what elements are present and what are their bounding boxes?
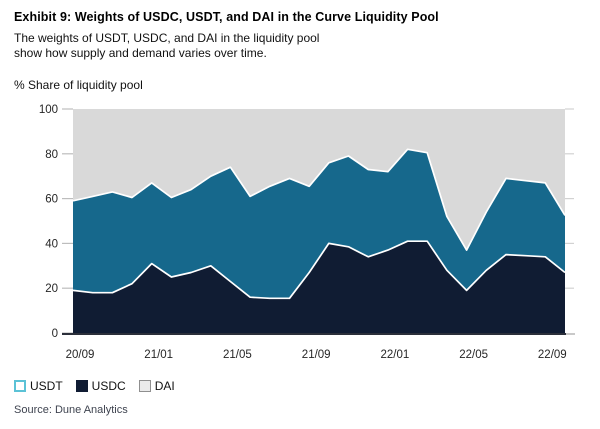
legend-label-usdc: USDC xyxy=(91,379,126,393)
usdt-swatch-icon xyxy=(14,380,26,392)
chart-legend: USDT USDC DAI xyxy=(14,379,188,393)
y-tick-label: 80 xyxy=(45,149,58,161)
x-tick-label: 22/09 xyxy=(538,349,567,361)
subtitle-line-1: The weights of USDT, USDC, and DAI in th… xyxy=(14,31,320,45)
stacked-area-chart: 0 20 40 60 80 100 20/09 21/01 21/05 21/09 22/01 22/… xyxy=(39,104,575,361)
source-note: Source: Dune Analytics xyxy=(14,404,128,416)
usdt-boundary-line xyxy=(72,148,566,251)
x-tick-label: 21/05 xyxy=(223,349,252,361)
x-tick-label: 21/01 xyxy=(144,349,173,361)
x-tick-label: 22/01 xyxy=(381,349,410,361)
x-tick-label: 22/05 xyxy=(459,349,488,361)
y-tick-label: 0 xyxy=(52,328,58,340)
y-axis-unit-label: % Share of liquidity pool xyxy=(14,78,143,92)
x-tick-label: 20/09 xyxy=(66,349,95,361)
exhibit-subtitle: The weights of USDT, USDC, and DAI in th… xyxy=(14,31,319,61)
legend-label-usdt: USDT xyxy=(30,379,63,393)
chart-area: 0 20 40 60 80 100 20/09 21/01 21/05 21/09 22/01 22/… xyxy=(0,100,600,366)
x-tick-label: 21/09 xyxy=(302,349,331,361)
y-tick-label: 40 xyxy=(45,238,58,250)
y-tick-label: 60 xyxy=(45,194,58,206)
legend-item-dai: DAI xyxy=(138,379,175,393)
dai-swatch-icon xyxy=(138,380,151,392)
legend-item-usdt: USDT xyxy=(14,379,63,393)
legend-label-dai: DAI xyxy=(154,379,175,393)
subtitle-line-2: show how supply and demand varies over t… xyxy=(14,46,267,60)
y-tick-label: 20 xyxy=(45,283,58,295)
exhibit-title: Exhibit 9: Weights of USDC, USDT, and DA… xyxy=(14,10,439,24)
usdc-boundary-line xyxy=(72,240,566,300)
legend-item-usdc: USDC xyxy=(75,379,126,393)
usdc-swatch-icon xyxy=(75,380,88,392)
y-tick-label: 100 xyxy=(39,104,58,116)
